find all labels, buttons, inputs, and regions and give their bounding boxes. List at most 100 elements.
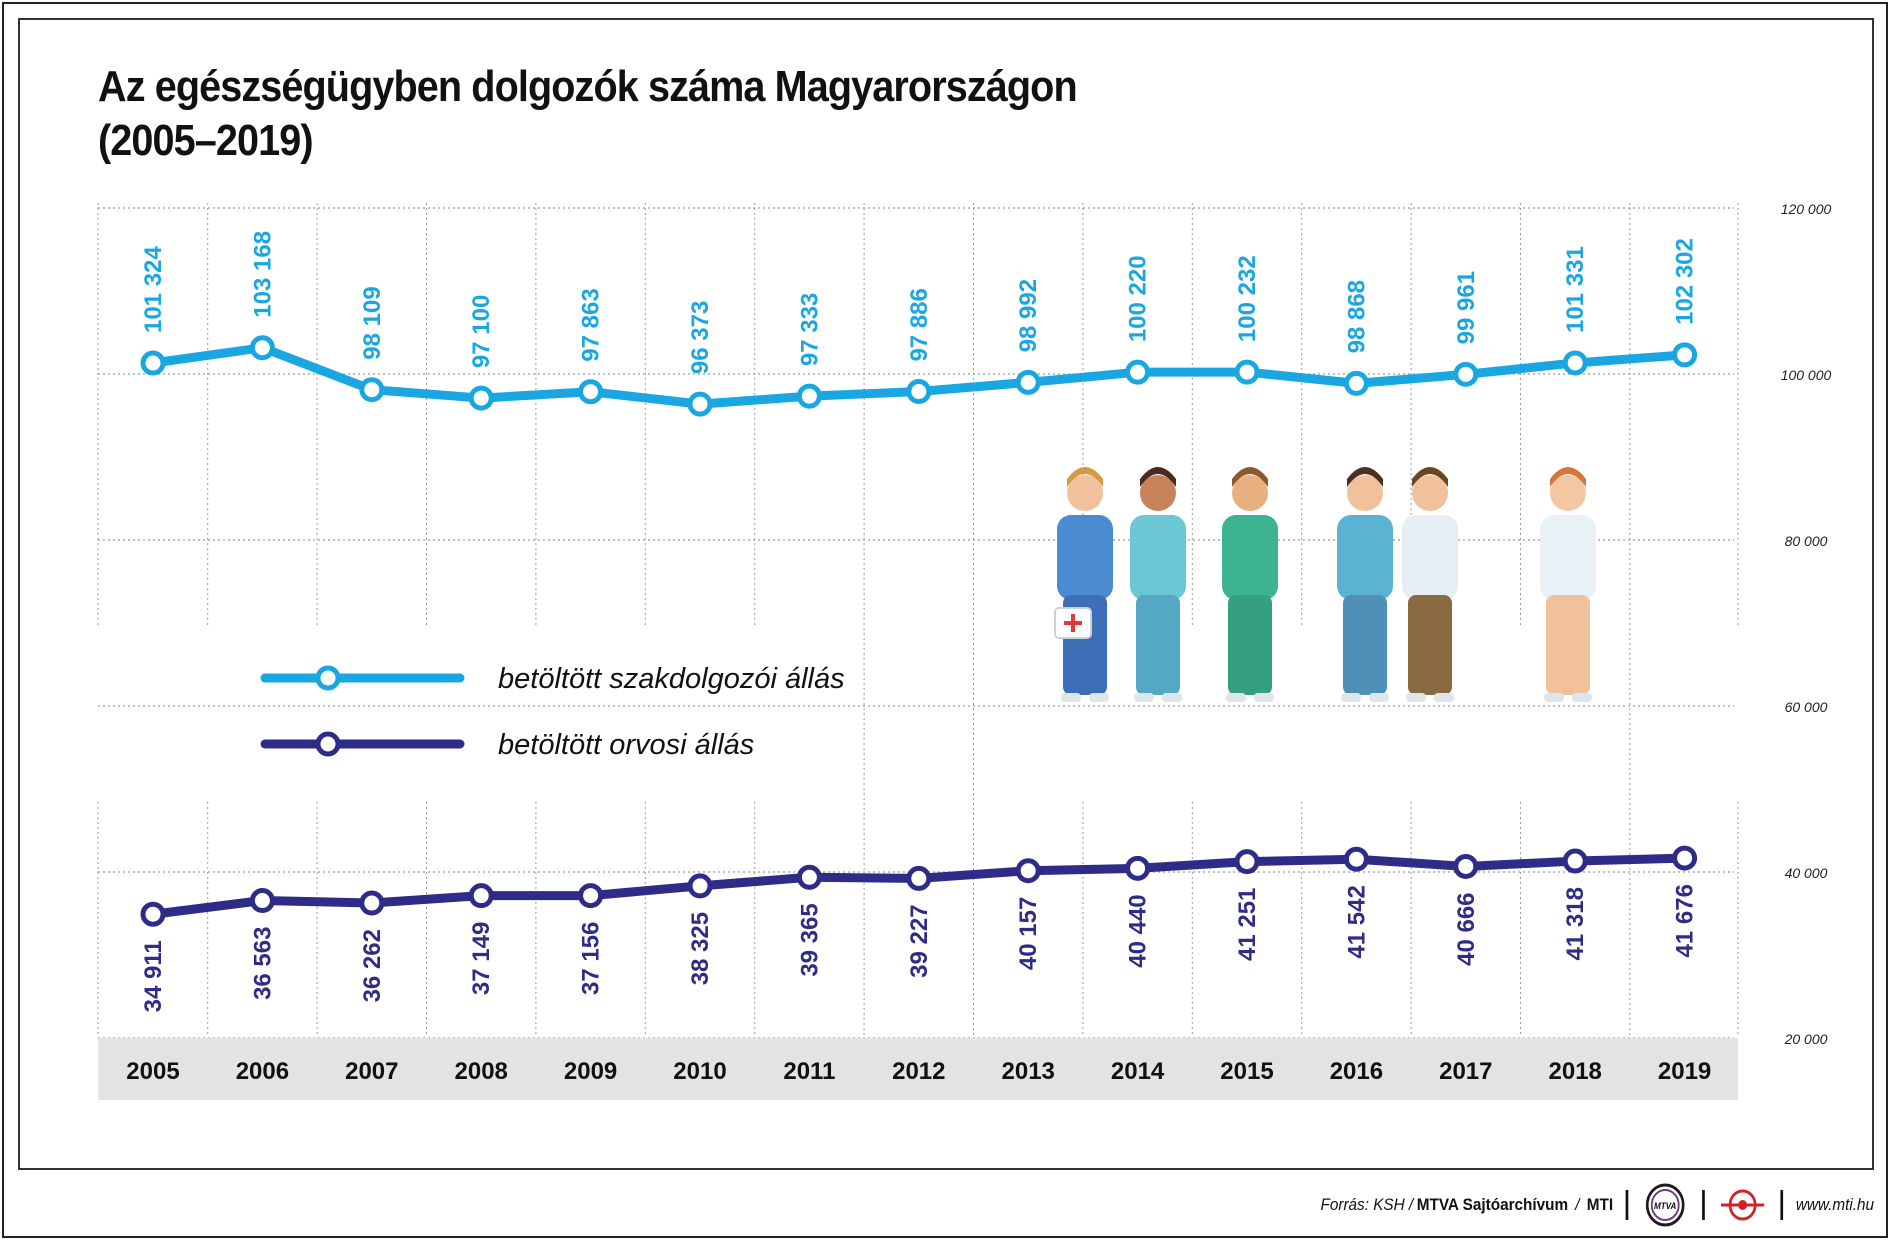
person-shoe [1341,693,1361,702]
footer-slash: / [1575,1195,1580,1214]
archive-label: MTVA Sajtóarchívum [1416,1195,1569,1214]
series-szakdolgozoi-point [1234,359,1260,385]
series-orvosi-point [1125,855,1151,881]
footer-url: www.mti.hu [1795,1195,1874,1214]
person-shoe [1089,693,1109,702]
person-shoe [1434,693,1454,702]
chart-title: Az egészségügyben dolgozók száma Magyaro… [98,60,1078,168]
series-orvosi-point [140,901,166,927]
data-label: 39 227 [906,904,933,977]
person-legs [1136,595,1180,695]
y-tick-label: 20 000 [1784,1031,1828,1047]
y-tick-label: 60 000 [1785,699,1828,715]
x-tick-label: 2009 [564,1058,617,1085]
series-orvosi-point [1015,858,1041,884]
x-tick-label: 2014 [1111,1058,1165,1085]
person-figure [1402,467,1458,702]
person-hair [1412,467,1448,487]
person-torso [1337,515,1393,600]
footer: Forrás: KSH / MTVA Sajtóarchívum / MTI M… [1320,1183,1874,1227]
person-shoe [1406,693,1426,702]
title-line-2: (2005–2019) [98,116,314,165]
x-tick-label: 2008 [455,1058,508,1085]
person-shoe [1544,693,1564,702]
data-label: 97 863 [578,288,605,361]
person-torso [1402,515,1458,600]
person-hair [1347,467,1383,487]
person-head [1412,475,1448,511]
red-cross-icon [1064,614,1082,632]
person-torso [1540,515,1596,600]
person-legs [1408,595,1452,695]
y-tick-label: 40 000 [1785,865,1828,881]
series-szakdolgozoi-point [359,377,385,403]
legend-label: betöltött szakdolgozói állás [498,663,845,695]
person-head [1347,475,1383,511]
legend-marker [315,665,341,691]
data-label: 40 440 [1125,894,1152,967]
series-orvosi-point [1343,846,1369,872]
data-label: 36 262 [359,929,386,1002]
series-orvosi-point [796,864,822,890]
medical-staff-illustration [1054,467,1596,702]
series-orvosi-point [1672,845,1698,871]
x-tick-label: 2011 [783,1058,835,1085]
data-label: 99 961 [1453,271,1480,344]
series-szakdolgozoi-point [906,379,932,405]
data-label: 41 542 [1343,885,1370,958]
data-label: 34 911 [140,940,167,1012]
data-label: 39 365 [796,903,823,976]
data-label: 98 109 [359,286,386,359]
person-head [1067,475,1103,511]
x-tick-label: 2017 [1439,1058,1492,1085]
x-tick-label: 2010 [673,1058,726,1085]
data-label: 41 676 [1672,884,1699,957]
data-label: 97 100 [468,295,495,368]
series-orvosi-point [687,873,713,899]
series-orvosi-point [906,865,932,891]
agency-label: MTI [1586,1195,1614,1214]
series-szakdolgozoi-point [140,350,166,376]
data-label: 37 149 [468,922,495,995]
x-tick-label: 2006 [236,1058,289,1085]
series-orvosi-point [359,890,385,916]
data-label: 40 666 [1453,892,1480,965]
series-szakdolgozoi-point [796,383,822,409]
data-label: 40 157 [1015,897,1042,970]
data-label: 103 168 [249,231,276,318]
series-orvosi-point [1453,853,1479,879]
person-legs [1343,595,1387,695]
title-line-1: Az egészségügyben dolgozók száma Magyaro… [98,62,1078,111]
series-szakdolgozoi-point [578,379,604,405]
x-tick-label: 2015 [1220,1058,1273,1085]
person-head [1140,475,1176,511]
mtva-logo-text: MTVA [1654,1201,1676,1212]
x-tick-label: 2007 [345,1058,398,1085]
data-label: 98 992 [1015,279,1042,352]
person-figure [1222,467,1278,702]
series-orvosi-point [468,883,494,909]
data-label: 96 373 [687,301,714,374]
source-label: Forrás: KSH / [1320,1195,1414,1214]
x-axis-band [98,1038,1738,1100]
mtva-logo-icon: MTVA [1645,1183,1685,1227]
person-torso [1057,515,1113,600]
person-shoe [1162,693,1182,702]
series-szakdolgozoi-point [1672,342,1698,368]
footer-separator [1780,1190,1784,1220]
data-label: 97 886 [906,288,933,361]
data-label: 97 333 [796,293,823,366]
x-tick-label: 2018 [1549,1058,1602,1085]
series-orvosi-point [1562,848,1588,874]
series-szakdolgozoi-point [1562,350,1588,376]
person-shoe [1254,693,1274,702]
series-orvosi-point [578,883,604,909]
person-shoe [1226,693,1246,702]
mti-logo-icon [1721,1189,1765,1221]
y-tick-label: 100 000 [1781,367,1832,383]
data-label: 37 156 [578,922,605,995]
footer-separator [1625,1190,1629,1220]
y-tick-label: 120 000 [1781,201,1832,217]
